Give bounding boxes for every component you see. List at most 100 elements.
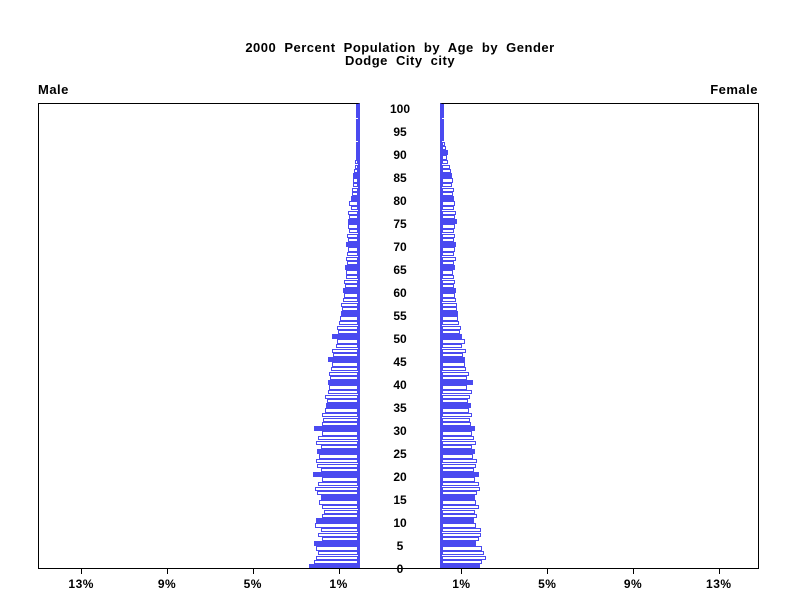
female-bar-age-90 <box>442 150 448 155</box>
male-bar-age-95 <box>356 127 358 132</box>
male-bar-age-75 <box>348 219 358 224</box>
female-bar-age-6 <box>442 537 479 542</box>
age-tick-label-5: 5 <box>396 539 404 553</box>
age-tick-label-95: 95 <box>393 125 407 139</box>
female-bar-age-98 <box>442 114 444 119</box>
age-tick-label-70: 70 <box>393 240 407 254</box>
female-bar-age-18 <box>442 482 479 487</box>
female-bar-age-23 <box>442 459 478 464</box>
female-bar-age-38 <box>442 390 472 395</box>
female-bars-container <box>442 104 758 569</box>
male-bar-age-20 <box>313 472 358 477</box>
female-bar-age-50 <box>442 334 463 339</box>
male-bar-age-6 <box>321 537 358 542</box>
female-bar-age-13 <box>442 505 479 510</box>
male-bar-age-78 <box>350 206 358 211</box>
male-bar-age-72 <box>347 233 358 238</box>
female-bar-age-72 <box>442 233 455 238</box>
female-bar-age-33 <box>442 413 472 418</box>
female-bar-age-68 <box>442 252 454 257</box>
male-bar-age-4 <box>316 546 358 551</box>
male-bar-age-83 <box>352 183 358 188</box>
male-bar-age-96 <box>356 123 358 128</box>
male-bar-age-82 <box>351 187 358 192</box>
female-bar-age-54 <box>442 316 459 321</box>
male-bar-age-5 <box>314 541 358 546</box>
male-bar-age-45 <box>328 357 358 362</box>
female-bar-age-81 <box>442 192 453 197</box>
female-bar-age-16 <box>442 491 478 496</box>
male-bar-age-49 <box>336 339 358 344</box>
male-axis-tick-label-1%: 1% <box>329 577 348 591</box>
male-axis-tickmark-5% <box>252 569 254 574</box>
male-bar-age-69 <box>348 247 358 252</box>
male-bar-age-25 <box>317 449 358 454</box>
age-tick-label-25: 25 <box>393 447 407 461</box>
male-bar-age-80 <box>350 196 358 201</box>
female-bar-age-63 <box>442 275 454 280</box>
female-panel-label: Female <box>710 82 758 97</box>
x-axis-baseline <box>38 568 758 569</box>
male-bar-age-54 <box>339 316 358 321</box>
male-bar-age-59 <box>344 293 358 298</box>
female-bar-age-87 <box>442 164 450 169</box>
female-bar-age-80 <box>442 196 455 201</box>
male-bar-age-10 <box>316 518 358 523</box>
male-bar-age-22 <box>317 463 358 468</box>
female-bar-age-3 <box>442 551 484 556</box>
male-axis-tickmark-1% <box>338 569 340 574</box>
male-panel-label: Male <box>38 82 69 97</box>
female-bar-age-65 <box>442 265 455 270</box>
male-bar-age-91 <box>356 146 358 151</box>
female-bar-age-69 <box>442 247 455 252</box>
male-bar-age-90 <box>355 150 358 155</box>
male-bar-age-97 <box>356 118 358 123</box>
male-bar-age-52 <box>336 325 358 330</box>
female-bar-age-32 <box>442 417 470 422</box>
female-bar-age-70 <box>442 242 456 247</box>
female-bar-age-11 <box>442 514 478 519</box>
female-bar-age-28 <box>442 436 475 441</box>
female-bar-age-20 <box>442 472 479 477</box>
male-plot-area <box>38 103 360 569</box>
male-bar-age-31 <box>321 422 358 427</box>
male-bar-age-36 <box>326 399 358 404</box>
female-bar-age-55 <box>442 311 459 316</box>
female-bar-age-64 <box>442 270 453 275</box>
female-bar-age-9 <box>442 523 477 528</box>
male-bar-age-92 <box>356 141 358 146</box>
male-bar-age-93 <box>356 137 358 142</box>
male-bar-age-28 <box>318 436 358 441</box>
male-bar-age-21 <box>320 468 358 473</box>
male-bar-age-26 <box>320 445 358 450</box>
male-bar-age-18 <box>318 482 358 487</box>
age-tick-label-15: 15 <box>393 493 407 507</box>
male-bar-age-58 <box>343 298 358 303</box>
female-axis-tick-label-5%: 5% <box>538 577 557 591</box>
female-bar-age-10 <box>442 518 475 523</box>
male-bar-age-71 <box>348 238 358 243</box>
male-bar-age-53 <box>338 321 358 326</box>
female-bar-age-60 <box>442 288 456 293</box>
male-bar-age-40 <box>328 380 358 385</box>
male-bar-age-17 <box>315 486 358 491</box>
female-bar-age-58 <box>442 298 456 303</box>
male-bar-age-29 <box>321 431 358 436</box>
male-bar-age-27 <box>316 440 358 445</box>
male-bar-age-85 <box>352 173 358 178</box>
male-bar-age-77 <box>348 210 358 215</box>
female-bar-age-67 <box>442 256 456 261</box>
male-bar-age-44 <box>332 362 358 367</box>
male-bar-age-62 <box>344 279 358 284</box>
male-bar-age-30 <box>314 426 358 431</box>
female-axis-tick-label-1%: 1% <box>452 577 471 591</box>
male-bar-age-42 <box>329 371 358 376</box>
female-bar-age-49 <box>442 339 465 344</box>
female-bar-age-91 <box>442 146 446 151</box>
age-tick-label-30: 30 <box>393 424 407 438</box>
female-bar-age-21 <box>442 468 475 473</box>
male-bar-age-89 <box>355 155 358 160</box>
female-bar-age-42 <box>442 371 469 376</box>
female-axis-tickmark-5% <box>547 569 549 574</box>
